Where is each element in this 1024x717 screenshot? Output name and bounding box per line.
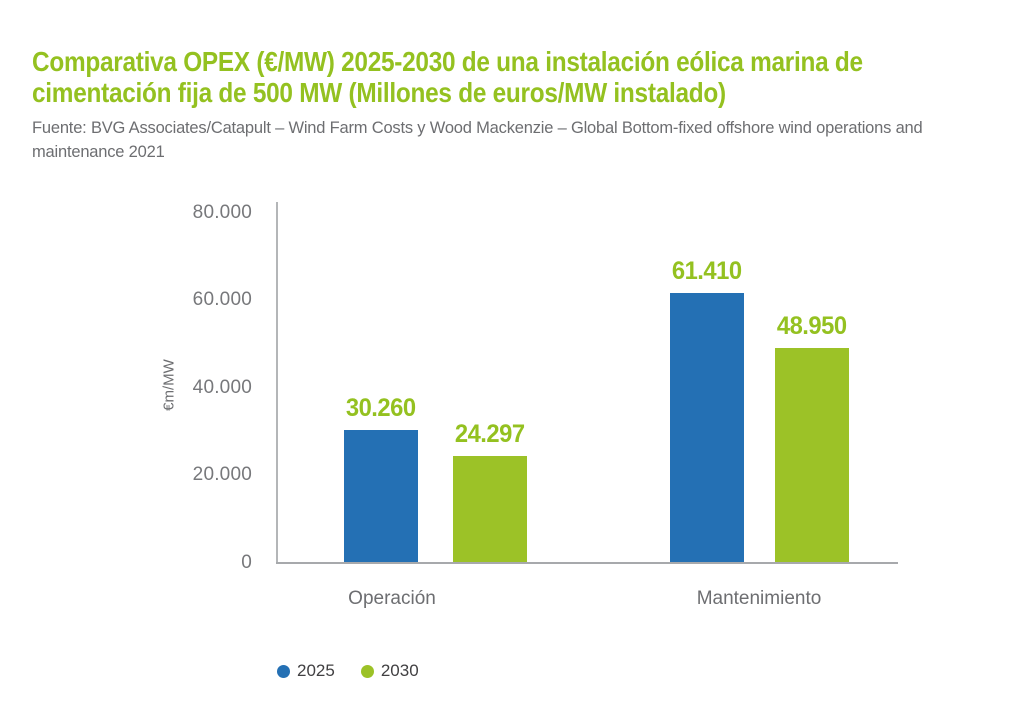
legend-item-2025: 2025 [277, 661, 335, 681]
chart-source-line-2: maintenance 2021 [32, 142, 165, 161]
y-tick-80000: 80.000 [192, 202, 252, 223]
bar-value-label: 30.260 [346, 394, 416, 422]
bar-2025-operacion [344, 430, 418, 562]
legend-label-2025: 2025 [297, 661, 335, 680]
chart-title-line-2: cimentación fija de 500 MW (Millones de … [32, 77, 726, 108]
y-tick-60000: 60.000 [192, 289, 252, 310]
y-tick-20000: 20.000 [192, 464, 252, 485]
chart-source-line-1: Fuente: BVG Associates/Catapult – Wind F… [32, 118, 923, 137]
x-category-operacion: Operación [348, 588, 436, 609]
bar-group-mantenimiento-2025: 61.410 [670, 257, 744, 562]
bar-group-mantenimiento-2030: 48.950 [775, 312, 849, 562]
chart-source: Fuente: BVG Associates/Catapult – Wind F… [32, 116, 923, 164]
x-axis-line [276, 562, 898, 564]
legend-dot-2030-icon [360, 664, 374, 678]
chart-title-line-1: Comparativa OPEX (€/MW) 2025-2030 de una… [32, 46, 863, 77]
y-tick-40000: 40.000 [192, 377, 252, 398]
bar-value-label: 24.297 [455, 420, 525, 448]
bar-group-operacion-2030: 24.297 [453, 420, 527, 562]
bar-2025-mantenimiento [670, 293, 744, 562]
legend-label-2030: 2030 [380, 661, 419, 680]
x-category-mantenimiento: Mantenimiento [696, 588, 822, 609]
chart-legend: 2025 2030 [277, 661, 419, 681]
legend-item-2030: 2030 [360, 661, 419, 681]
bar-2030-mantenimiento [775, 348, 849, 562]
chart-title: Comparativa OPEX (€/MW) 2025-2030 de una… [32, 46, 863, 108]
bar-value-label: 48.950 [777, 312, 847, 340]
y-axis-line [276, 202, 278, 564]
bar-group-operacion-2025: 30.260 [344, 394, 418, 562]
legend-dot-2025-icon [277, 664, 290, 678]
bar-2030-operacion [453, 456, 527, 562]
bar-value-label: 61.410 [672, 257, 742, 285]
y-tick-0: 0 [241, 552, 252, 573]
